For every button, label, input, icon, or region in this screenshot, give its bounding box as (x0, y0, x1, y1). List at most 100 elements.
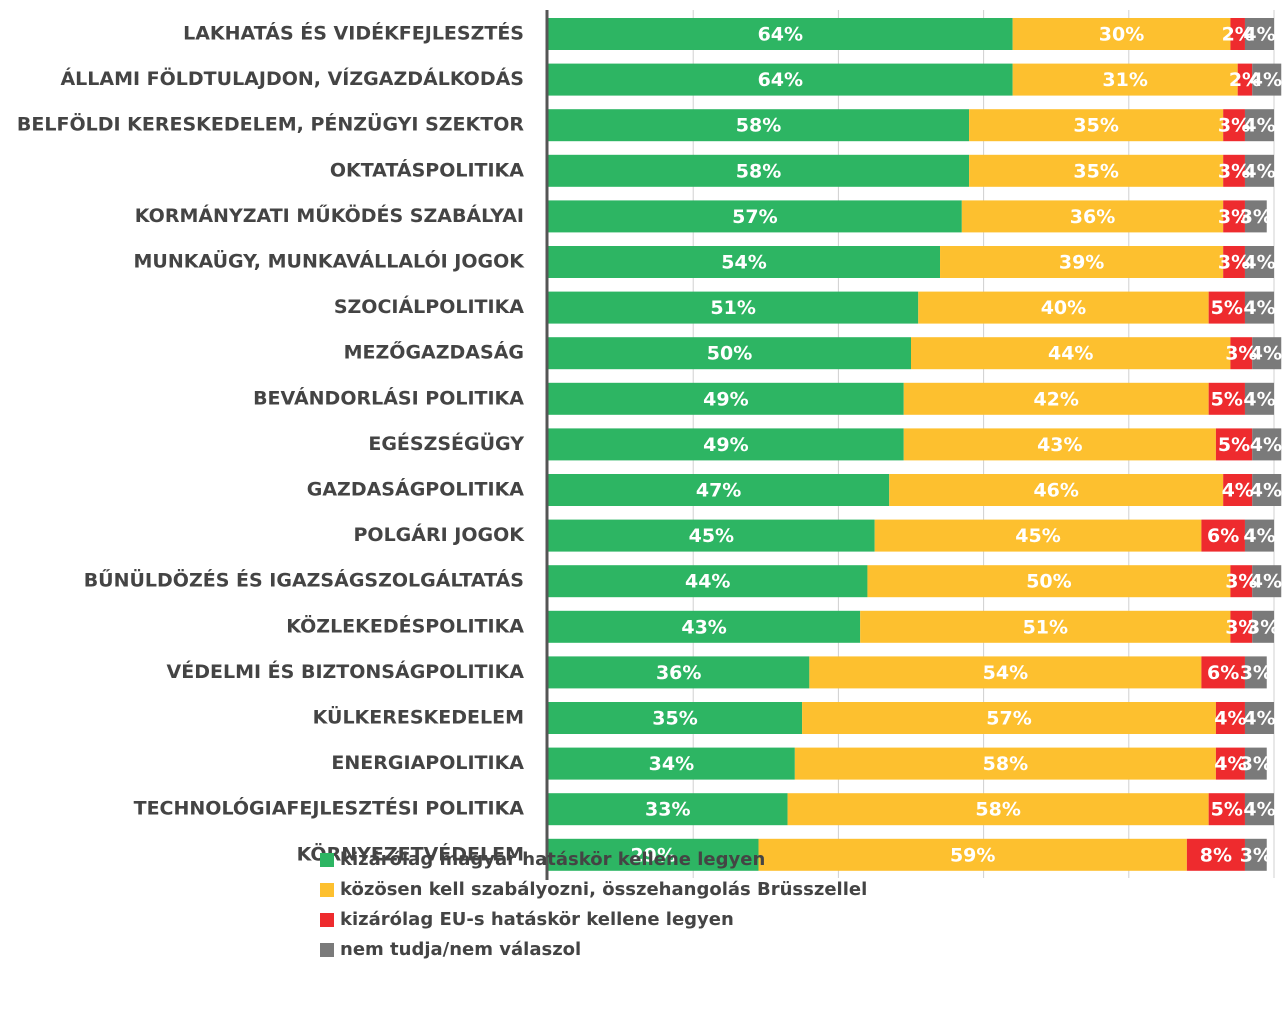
bar-segment (548, 200, 962, 233)
value-label: 49% (703, 434, 748, 456)
value-label: 54% (721, 252, 766, 274)
bar-segment (1201, 656, 1245, 689)
value-label: 4% (1243, 297, 1275, 319)
value-label: 64% (758, 24, 803, 46)
bar-segment (1252, 474, 1282, 506)
value-label: 42% (1033, 388, 1078, 410)
value-label: 3% (1225, 343, 1257, 365)
bar-segment (860, 610, 1231, 643)
bar-segment (1186, 838, 1245, 871)
category-label: MUNKAÜGY, MUNKAVÁLLALÓI JOGOK (133, 249, 525, 273)
value-label: 3% (1240, 753, 1272, 775)
bar-segment (1244, 382, 1274, 415)
value-label: 58% (983, 753, 1028, 775)
legend-label: kizárólag magyar hatáskör kellene legyen (340, 849, 765, 870)
value-label: 49% (703, 388, 748, 410)
value-label: 5% (1211, 297, 1243, 319)
value-label: 4% (1243, 388, 1275, 410)
bar-segment (548, 793, 788, 826)
value-label: 5% (1211, 799, 1243, 821)
value-label: 50% (1026, 571, 1071, 593)
bar-segment (918, 291, 1209, 324)
bar-segment (1252, 565, 1282, 598)
category-label: MEZŐGAZDASÁG (344, 340, 524, 364)
category-label: KÖRNYEZETVÉDELEM (297, 841, 524, 865)
value-label: 58% (975, 799, 1020, 821)
category-label: BEVÁNDORLÁSI POLITIKA (253, 386, 524, 409)
value-label: 34% (649, 753, 694, 775)
value-label: 33% (645, 799, 690, 821)
bar-segment (1244, 200, 1267, 233)
value-label: 44% (1048, 343, 1093, 365)
bar-segment (969, 109, 1224, 142)
legend-label: közösen kell szabályozni, összehangolás … (340, 879, 867, 900)
value-label: 3% (1240, 844, 1272, 866)
value-label: 3% (1247, 616, 1279, 638)
bar-segment (809, 656, 1202, 689)
category-label: VÉDELMI ÉS BIZTONSÁGPOLITIKA (167, 660, 525, 683)
bar-segment (903, 428, 1216, 461)
bar-segment (911, 337, 1231, 370)
value-label: 59% (950, 844, 995, 866)
bar-segment (1244, 793, 1274, 826)
value-label: 3% (1225, 616, 1257, 638)
value-label: 2% (1222, 24, 1254, 46)
value-label: 51% (710, 297, 755, 319)
bar-segment (802, 702, 1216, 734)
value-label: 58% (736, 115, 781, 137)
value-label: 43% (681, 616, 726, 638)
bar-segment (1244, 154, 1274, 187)
category-label: KÖZLEKEDÉSPOLITIKA (286, 613, 524, 637)
value-label: 5% (1218, 434, 1250, 456)
bar-segment (548, 109, 970, 142)
value-label: 4% (1243, 799, 1275, 821)
bar-segment (1244, 18, 1274, 50)
bar-segment (940, 246, 1224, 278)
category-label: TECHNOLÓGIAFEJLESZTÉSI POLITIKA (134, 796, 525, 820)
legend-swatch (320, 853, 334, 867)
value-label: 43% (1037, 434, 1082, 456)
value-label: 64% (758, 69, 803, 91)
value-label: 6% (1207, 662, 1239, 684)
bar-segment (1012, 18, 1231, 50)
value-label: 40% (1041, 297, 1086, 319)
category-label: KORMÁNYZATI MŰKÖDÉS SZABÁLYAI (135, 203, 524, 227)
bar-segment (548, 246, 941, 278)
bar-segment (548, 63, 1013, 96)
bar-segment (903, 382, 1209, 415)
bar-segment (1230, 565, 1253, 598)
bar-segment (1230, 337, 1253, 370)
value-label: 57% (732, 206, 777, 228)
bar-segment (1244, 747, 1267, 780)
value-label: 44% (685, 571, 730, 593)
bar-segment (1252, 428, 1282, 461)
legend-swatch (320, 943, 334, 957)
category-label: OKTATÁSPOLITIKA (330, 158, 524, 181)
value-label: 31% (1102, 69, 1147, 91)
value-label: 4% (1243, 252, 1275, 274)
bar-segment (794, 747, 1216, 780)
value-label: 4% (1250, 480, 1282, 502)
legend-swatch (320, 913, 334, 927)
value-label: 4% (1214, 753, 1246, 775)
value-label: 45% (689, 525, 734, 547)
bar-segment (889, 474, 1224, 506)
bar-segment (1252, 63, 1282, 96)
category-label: ENERGIAPOLITIKA (331, 752, 524, 774)
bar-segment (548, 747, 795, 780)
bar-segment (1223, 109, 1245, 142)
bar-segment (1215, 702, 1245, 734)
value-label: 46% (1033, 480, 1078, 502)
value-label: 29% (631, 844, 676, 866)
bar-segment (758, 838, 1187, 871)
category-label: BELFÖLDI KERESKEDELEM, PÉNZÜGYI SZEKTOR (17, 112, 524, 136)
value-label: 5% (1211, 388, 1243, 410)
value-label: 3% (1218, 160, 1250, 182)
category-label: EGÉSZSÉGÜGY (368, 431, 524, 455)
bar-segment (1244, 702, 1274, 734)
value-label: 3% (1240, 206, 1272, 228)
value-label: 51% (1023, 616, 1068, 638)
bar-segment (1201, 519, 1245, 552)
value-label: 30% (1099, 24, 1144, 46)
bar-segment (1230, 610, 1253, 643)
